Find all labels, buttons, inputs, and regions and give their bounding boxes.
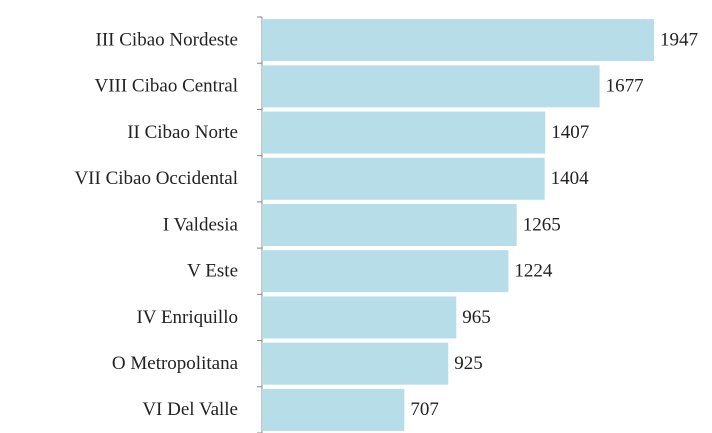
category-label: VI Del Valle [142, 399, 238, 420]
value-label: 1407 [551, 122, 589, 143]
bar [262, 111, 546, 154]
category-label: VII Cibao Occidental [74, 168, 238, 189]
value-label: 1265 [523, 214, 561, 235]
category-label: O Metropolitana [112, 353, 239, 374]
bar [262, 65, 600, 108]
value-label: 1947 [660, 29, 698, 50]
category-label: VIII Cibao Central [94, 76, 238, 97]
value-label: 1677 [606, 76, 644, 97]
bar [262, 204, 517, 246]
category-label: I Valdesia [163, 214, 239, 235]
value-label: 1224 [514, 261, 553, 282]
bar [262, 342, 449, 385]
bar [262, 296, 457, 339]
bar [262, 157, 545, 200]
value-label: 965 [462, 307, 491, 328]
bar [262, 388, 405, 431]
value-label: 925 [454, 353, 483, 374]
bar [262, 19, 654, 62]
category-label: III Cibao Nordeste [96, 29, 238, 50]
bar [262, 250, 509, 293]
category-label: V Este [187, 261, 238, 282]
value-label: 707 [410, 399, 439, 420]
category-label: IV Enriquillo [136, 307, 238, 328]
value-label: 1404 [551, 168, 590, 189]
category-label: II Cibao Norte [127, 122, 238, 143]
